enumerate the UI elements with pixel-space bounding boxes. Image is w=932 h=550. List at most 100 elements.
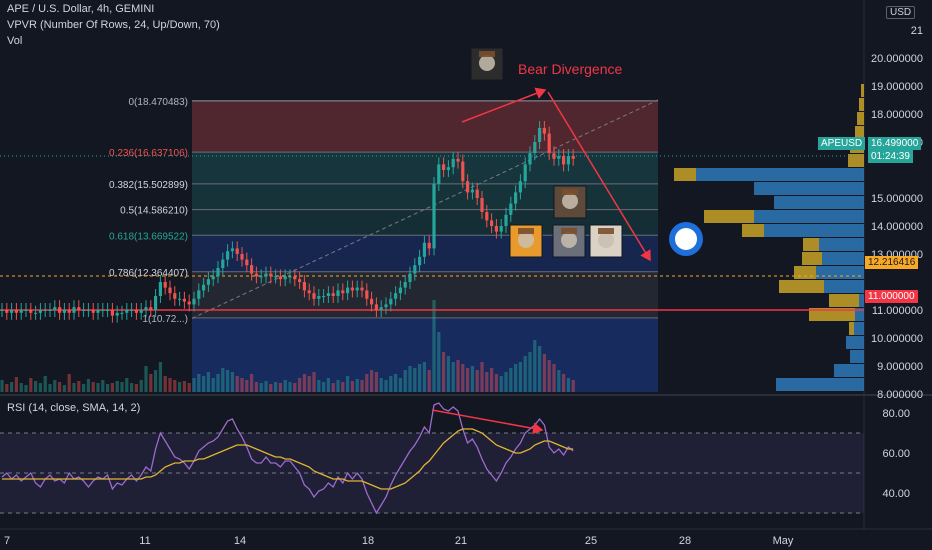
candle-body [403, 282, 407, 288]
fib-level-label: 0.382(15.502899) [109, 180, 188, 191]
ape-avatar-icon [509, 224, 543, 258]
volume-bar [538, 346, 542, 392]
candle [504, 207, 508, 233]
candle [264, 266, 268, 284]
candle [552, 146, 556, 166]
candle [254, 266, 258, 284]
candle-body [480, 198, 484, 212]
candle-body [202, 284, 206, 291]
candle-body [216, 268, 220, 277]
volume-bar [226, 370, 230, 392]
candle [14, 303, 18, 320]
candle [29, 303, 33, 320]
candle-body [53, 307, 57, 310]
candle [562, 149, 566, 172]
vpvr-label[interactable]: VPVR (Number Of Rows, 24, Up/Down, 70) [7, 19, 220, 31]
volume-bar [571, 380, 575, 392]
volume-bar [278, 383, 282, 392]
rsi-axis-label: 80.00 [882, 408, 910, 420]
candle [322, 289, 326, 303]
price-pane [0, 0, 864, 392]
candle-body [499, 226, 503, 232]
candle-body [163, 282, 167, 288]
vpvr-bar-up [816, 266, 864, 279]
price-axis-label: 15.000000 [871, 193, 923, 205]
candle-body [509, 203, 513, 215]
vpvr-bar-up [754, 182, 864, 195]
candle-body [518, 181, 522, 193]
rsi-label[interactable]: RSI (14, close, SMA, 14, 2) [7, 402, 141, 414]
volume-bar [115, 381, 119, 392]
candle-body [29, 310, 33, 313]
candle-body [461, 161, 465, 182]
fib-level-label: 0.5(14.586210) [120, 206, 188, 217]
volume-bar [43, 376, 47, 392]
candle [5, 303, 9, 320]
candle-body [322, 296, 326, 297]
volume-bar [437, 332, 441, 392]
fib-level-label: 0.618(13.669522) [109, 231, 188, 242]
ape-avatar-icon [552, 224, 586, 258]
candle [139, 303, 143, 320]
candle [245, 252, 249, 273]
candle-body [86, 310, 90, 311]
volume-bar [326, 378, 330, 392]
candle [202, 277, 206, 298]
candle [120, 305, 124, 320]
candle-body [288, 276, 292, 278]
volume-bar [149, 374, 153, 392]
candle [226, 244, 230, 267]
price-axis-label: 9.000000 [877, 361, 923, 373]
candle [336, 283, 340, 303]
candle [283, 269, 287, 287]
candle [10, 303, 14, 320]
candle-body [562, 156, 566, 165]
candle [523, 157, 527, 189]
price-axis-label: 11.000000 [872, 305, 923, 317]
volume-bar [365, 374, 369, 392]
currency-button[interactable]: USD [886, 6, 916, 19]
candle-body [566, 156, 570, 165]
volume-bar [91, 382, 95, 392]
candle [250, 258, 254, 281]
volume-label[interactable]: Vol [7, 35, 23, 47]
candle [163, 275, 167, 295]
candle-body [442, 164, 446, 170]
vpvr-bar-up [859, 294, 864, 307]
candle [446, 160, 450, 177]
candle [307, 283, 311, 301]
candle-body [192, 298, 196, 305]
volume-bar [211, 378, 215, 392]
candle-body [557, 156, 561, 159]
avatar-face [562, 193, 578, 209]
candle-body [451, 158, 455, 168]
candle [566, 149, 570, 172]
candle [317, 289, 321, 306]
candle [461, 154, 465, 189]
candle-body [134, 310, 138, 313]
candle [418, 249, 422, 273]
vpvr-bar-up [846, 336, 864, 349]
candle-body [490, 220, 494, 226]
candle [24, 303, 28, 317]
vpvr-bar-down [802, 252, 822, 265]
volume-bar [134, 384, 138, 392]
volume-bar [250, 374, 254, 392]
volume-bar [221, 368, 225, 392]
candle-body [394, 293, 398, 299]
vpvr-bar-down [848, 154, 864, 167]
vpvr-bar-up [855, 308, 864, 321]
candle-body [240, 254, 244, 260]
time-axis-label: 7 [4, 535, 10, 547]
vpvr-bar-up [776, 378, 864, 391]
candle [72, 300, 76, 320]
volume-bar [0, 380, 4, 392]
candle-body [120, 312, 124, 314]
candle-body [317, 296, 321, 299]
candle [518, 174, 522, 200]
candle [125, 303, 129, 320]
candle-body [307, 290, 311, 294]
level-tag-orange: 12.216416 [865, 256, 919, 269]
candle-body [571, 156, 575, 159]
